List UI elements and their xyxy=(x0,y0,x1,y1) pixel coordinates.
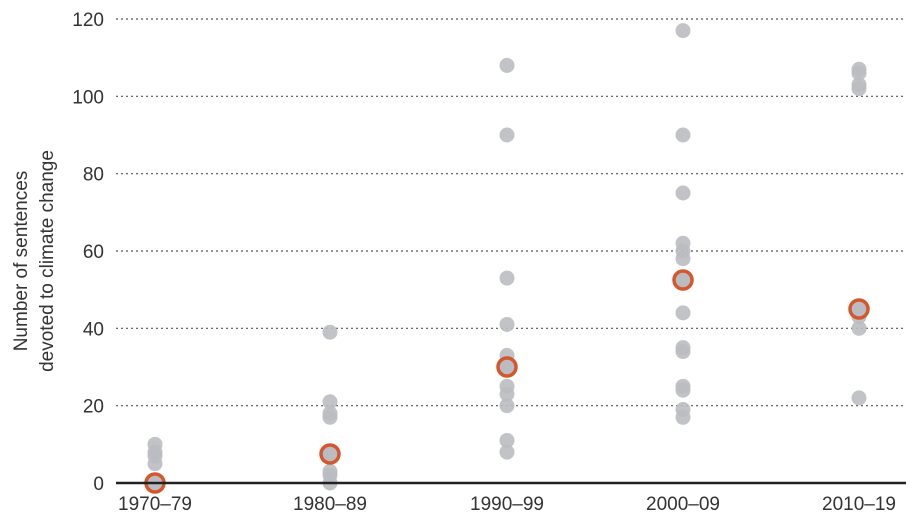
highlighted-point xyxy=(848,298,870,320)
highlighted-point xyxy=(496,356,518,378)
data-point xyxy=(851,65,867,81)
data-point xyxy=(499,270,515,286)
data-point xyxy=(499,316,515,332)
data-point xyxy=(851,81,867,97)
data-point xyxy=(499,127,515,143)
highlighted-points xyxy=(144,269,870,494)
data-point xyxy=(675,23,691,39)
y-tick-label: 80 xyxy=(83,165,104,186)
y-tick-label: 120 xyxy=(72,10,104,31)
data-point xyxy=(499,57,515,73)
data-points xyxy=(147,23,867,491)
data-point xyxy=(851,320,867,336)
data-point xyxy=(851,390,867,406)
data-point xyxy=(675,344,691,360)
data-point xyxy=(675,382,691,398)
x-tick-label: 1980–89 xyxy=(293,494,367,515)
data-point xyxy=(322,324,338,340)
data-point xyxy=(499,444,515,460)
x-tick-labels: 1970–79 1980–89 1990–99 2000–09 2010–19 xyxy=(118,494,896,515)
gridlines xyxy=(116,18,906,407)
highlighted-point xyxy=(672,269,694,291)
x-tick-label: 2000–09 xyxy=(646,494,720,515)
data-point xyxy=(675,185,691,201)
data-point xyxy=(147,456,163,472)
data-point xyxy=(675,127,691,143)
data-point xyxy=(322,394,338,410)
x-tick-label: 1970–79 xyxy=(118,494,192,515)
x-tick-label: 2010–19 xyxy=(822,494,896,515)
y-axis-label-line-1: Number of sentences xyxy=(11,171,32,352)
data-point xyxy=(675,251,691,267)
data-point xyxy=(499,386,515,402)
y-axis-label-line-2: devoted to climate change xyxy=(37,150,58,372)
x-tick-label: 1990–99 xyxy=(470,494,544,515)
data-point xyxy=(499,398,515,414)
highlighted-point xyxy=(319,443,341,465)
y-tick-label: 100 xyxy=(72,87,104,108)
y-tick-label: 0 xyxy=(93,474,104,495)
y-tick-label: 20 xyxy=(83,397,104,418)
y-tick-label: 40 xyxy=(83,319,104,340)
y-tick-label: 60 xyxy=(83,242,104,263)
data-point xyxy=(675,305,691,321)
data-point xyxy=(675,409,691,425)
y-tick-labels: 0 20 40 60 80 100 120 xyxy=(72,10,104,495)
data-point xyxy=(322,409,338,425)
data-point xyxy=(499,432,515,448)
